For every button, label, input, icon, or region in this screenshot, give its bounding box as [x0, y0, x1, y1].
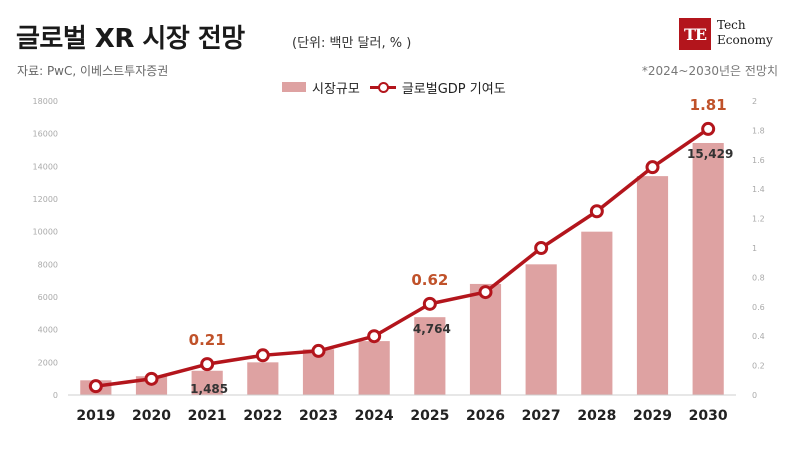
y-left-tick-label: 4000 [38, 326, 58, 335]
gdp-point-2024 [367, 329, 382, 344]
gdp-point-2023 [311, 343, 326, 358]
logo-line-1: Tech [717, 18, 746, 32]
tech-economy-logo: TE Tech Economy [679, 18, 783, 50]
y-left-tick-label: 12000 [33, 195, 58, 204]
logo-mark: TE [679, 18, 711, 50]
y-right-tick-label: 0.2 [752, 362, 765, 371]
y-right-tick-label: 1.8 [752, 126, 765, 135]
bar-2021 [191, 370, 223, 395]
y-right-tick-label: 0.4 [752, 332, 765, 341]
chart-title: 글로벌 XR 시장 전망 [16, 24, 245, 54]
bar-value-label-2030: 15,429 [687, 147, 733, 161]
line-value-label-2030: 1.81 [690, 96, 727, 114]
x-tick-label-2021: 2021 [188, 408, 227, 424]
forecast-note: *2024~2030년은 전망치 [641, 64, 778, 78]
gdp-point-2030 [701, 121, 716, 136]
y-left-tick-label: 8000 [38, 260, 58, 269]
gdp-point-2022 [255, 348, 270, 363]
line-value-label-2025: 0.62 [411, 271, 448, 289]
bar-2027 [525, 264, 557, 395]
x-tick-label-2030: 2030 [689, 408, 728, 424]
source-label: 자료: PwC, 이베스트투자증권 [17, 64, 169, 78]
gdp-point-2029 [645, 160, 660, 175]
x-tick-label-2020: 2020 [132, 408, 171, 424]
x-tick-label-2022: 2022 [243, 408, 282, 424]
legend-bar-swatch [282, 82, 306, 92]
gdp-point-2025 [422, 296, 437, 311]
gdp-point-2026 [478, 285, 493, 300]
y-right-tick-label: 1 [752, 244, 757, 253]
legend-line-label: 글로벌GDP 기여도 [401, 81, 506, 97]
y-right-tick-label: 0.8 [752, 273, 765, 282]
y-right-tick-label: 0 [752, 391, 757, 400]
x-tick-label-2027: 2027 [522, 408, 561, 424]
y-left-tick-label: 2000 [38, 358, 58, 367]
y-right-tick-label: 2 [752, 97, 757, 106]
bar-2030 [692, 142, 724, 395]
x-tick-label-2025: 2025 [410, 408, 449, 424]
x-tick-label-2024: 2024 [355, 408, 394, 424]
y-right-tick-label: 1.6 [752, 156, 765, 165]
legend-line-swatch [369, 81, 396, 93]
logo-line-2: Economy [717, 33, 773, 47]
x-tick-label-2028: 2028 [577, 408, 616, 424]
chart-legend: 시장규모 글로벌GDP 기여도 [282, 76, 506, 98]
y-right-tick-label: 1.4 [752, 185, 765, 194]
y-left-tick-label: 18000 [33, 97, 58, 106]
gdp-point-2019 [88, 379, 103, 394]
y-left-tick-label: 16000 [33, 130, 58, 139]
bar-2026 [469, 283, 502, 395]
y-left-tick-label: 6000 [38, 293, 58, 302]
bar-2028 [581, 231, 613, 395]
bar-2024 [358, 341, 390, 395]
y-left-tick-label: 10000 [33, 228, 58, 237]
legend-bar-label: 시장규모 [312, 81, 360, 97]
gdp-point-2021 [200, 357, 215, 372]
x-tick-label-2026: 2026 [466, 408, 505, 424]
x-tick-label-2019: 2019 [76, 408, 115, 424]
y-left-tick-label: 14000 [33, 162, 58, 171]
gdp-point-2028 [589, 204, 604, 219]
line-value-label-2021: 0.21 [189, 331, 226, 349]
y-right-tick-label: 1.2 [752, 215, 765, 224]
bar-value-label-2021: 1,485 [190, 382, 228, 396]
bar-value-label-2025: 4,764 [413, 322, 451, 336]
y-right-tick-label: 0.6 [752, 303, 765, 312]
gdp-point-2027 [534, 241, 549, 255]
unit-label: (단위: 백만 달러, % ) [292, 36, 412, 51]
logo-text: Tech Economy [717, 18, 773, 48]
x-tick-label-2029: 2029 [633, 408, 672, 424]
bar-2022 [247, 362, 279, 395]
bar-2029 [636, 176, 669, 395]
bar-2025 [414, 317, 446, 395]
gdp-point-2020 [144, 371, 159, 386]
y-left-tick-label: 0 [53, 391, 58, 400]
gdp-line [95, 127, 710, 388]
x-tick-label-2023: 2023 [299, 408, 338, 424]
